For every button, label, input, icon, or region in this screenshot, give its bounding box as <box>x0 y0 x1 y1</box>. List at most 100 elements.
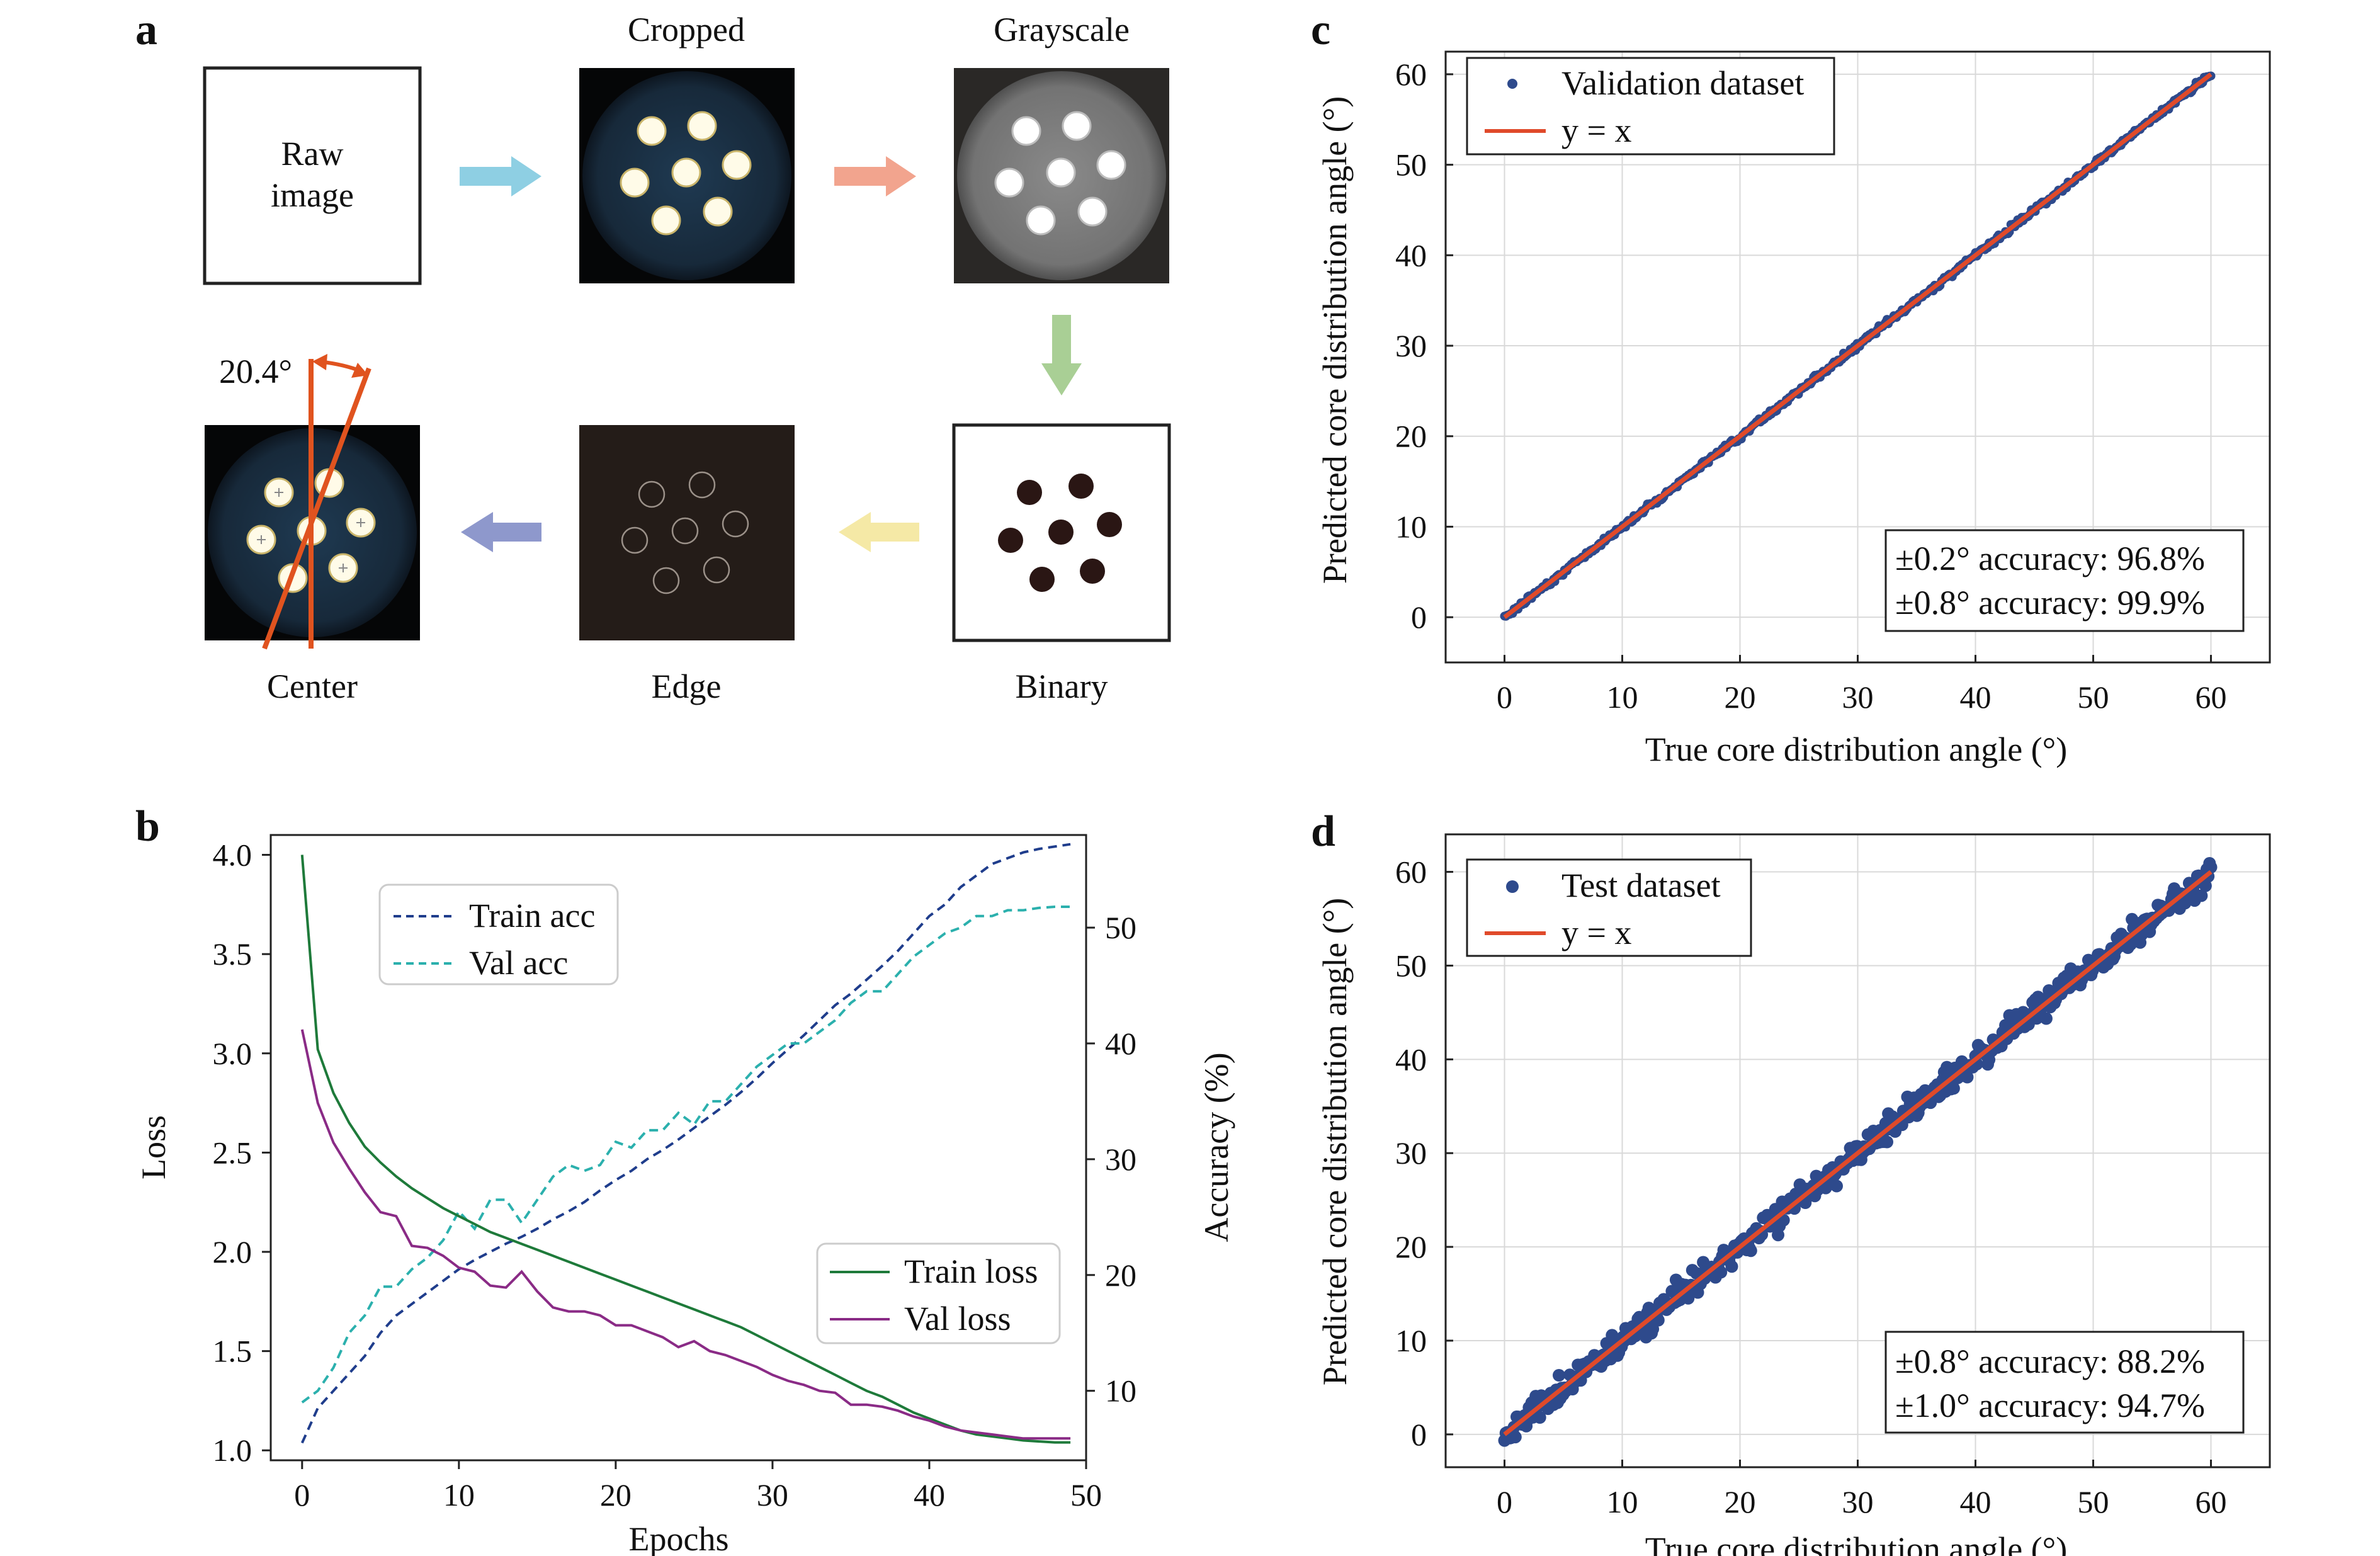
d-scatter-point <box>1830 1179 1843 1193</box>
b-right-tick-label: 40 <box>1105 1026 1136 1061</box>
b-x-tick-label: 50 <box>1070 1477 1102 1513</box>
b-x-axis-label: Epochs <box>629 1520 729 1556</box>
d-y-tick-label: 0 <box>1411 1417 1427 1452</box>
d-scatter-point <box>1725 1260 1738 1273</box>
c-x-tick-label: 0 <box>1497 679 1512 715</box>
b-left-axis-label: Loss <box>135 1115 173 1179</box>
d-scatter-point <box>1947 1082 1960 1095</box>
arrow-grayscale-to-binary <box>1041 315 1082 395</box>
arrow-cropped-to-grayscale <box>834 156 916 196</box>
d-accuracy-box: ±0.8° accuracy: 88.2% ±1.0° accuracy: 94… <box>1884 1331 2245 1434</box>
c-accuracy-box: ±0.2° accuracy: 96.8% ±0.8° accuracy: 99… <box>1884 529 2245 632</box>
legend-train-loss: Train loss <box>904 1252 1038 1290</box>
b-left-tick-label: 1.5 <box>213 1334 252 1369</box>
c-y-tick-label: 40 <box>1395 237 1427 273</box>
b-x-tick-label: 30 <box>757 1477 788 1513</box>
c-legend-swatch-validation <box>1507 79 1517 89</box>
d-accuracy-line1: ±0.8° accuracy: 88.2% <box>1895 1343 2205 1380</box>
series-val-loss <box>300 1029 1071 1440</box>
d-scatter-point <box>1881 1135 1893 1149</box>
b-x-tick-label: 10 <box>443 1477 475 1513</box>
c-y-tick-label: 60 <box>1395 57 1427 92</box>
legend-val-acc: Val acc <box>469 944 568 982</box>
c-legend-identity: y = x <box>1561 111 1631 149</box>
d-accuracy-line2: ±1.0° accuracy: 94.7% <box>1895 1387 2205 1424</box>
d-x-tick-label: 0 <box>1497 1484 1512 1519</box>
d-x-tick-label: 10 <box>1607 1484 1638 1519</box>
d-scatter-point <box>1553 1369 1565 1382</box>
legend-train-acc: Train acc <box>469 897 595 934</box>
c-legend: Validation dataset y = x <box>1466 57 1835 156</box>
b-left-tick-label: 1.0 <box>213 1433 252 1468</box>
plot-b-frame <box>269 834 1087 1462</box>
c-x-tick-label: 40 <box>1960 679 1992 715</box>
d-x-tick-label: 40 <box>1960 1484 1992 1519</box>
d-scatter-point <box>1533 1411 1546 1424</box>
d-x-tick-label: 30 <box>1842 1484 1874 1519</box>
arrow-binary-to-edge <box>839 512 919 552</box>
raw-image-label-line1: Raw <box>281 135 344 173</box>
d-x-axis-label: True core distribution angle (°) <box>1645 1530 2067 1556</box>
grayscale-image <box>954 68 1169 283</box>
panel-label-c: c <box>1311 6 1330 54</box>
b-right-tick-label: 50 <box>1105 910 1136 945</box>
angle-arrow <box>312 354 368 378</box>
d-legend-swatch-test <box>1506 880 1519 893</box>
d-scatter-point <box>2195 889 2208 902</box>
cropped-label: Cropped <box>628 11 745 48</box>
c-y-tick-label: 20 <box>1395 419 1427 454</box>
c-x-tick-label: 60 <box>2196 679 2227 715</box>
c-legend-validation: Validation dataset <box>1561 64 1804 102</box>
c-identity-line <box>1503 72 2213 619</box>
edge-image <box>579 425 795 640</box>
panel-b: b 1.0 1.5 2.0 2.5 3.0 3.5 4.0 10 20 30 40 50 0 10 20… <box>135 802 1235 1556</box>
b-right-tick-label: 10 <box>1105 1373 1136 1409</box>
b-x-tick-label: 0 <box>294 1477 310 1513</box>
d-scatter-point <box>2039 1012 2053 1025</box>
c-x-tick-label: 50 <box>2078 679 2109 715</box>
b-left-tick-label: 2.0 <box>213 1234 252 1269</box>
panel-label-d: d <box>1311 807 1335 856</box>
b-right-tick-label: 20 <box>1105 1258 1136 1293</box>
right-axis-ticks: 10 20 30 40 50 <box>1086 910 1136 1409</box>
panel-label-b: b <box>135 802 160 851</box>
d-y-tick-label: 30 <box>1395 1135 1427 1171</box>
d-x-tick-label: 60 <box>2196 1484 2227 1519</box>
series-val-acc <box>301 906 1071 1404</box>
series-train-loss <box>300 855 1071 1444</box>
c-accuracy-line2: ±0.8° accuracy: 99.9% <box>1895 584 2205 622</box>
panel-d: d 0 10 20 30 40 50 60 0 10 20 30 40 50 60 Test datase… <box>1311 807 2271 1556</box>
angle-label: 20.4° <box>219 353 292 390</box>
b-left-tick-label: 2.5 <box>213 1135 252 1170</box>
b-right-axis-label: Accuracy (%) <box>1198 1052 1235 1242</box>
core-orientation-line <box>262 367 371 650</box>
legend-accuracy: Train acc Val acc <box>378 883 619 985</box>
d-legend-test: Test dataset <box>1561 866 1721 904</box>
x-axis-ticks: 0 10 20 30 40 50 <box>294 1460 1102 1513</box>
d-scatter-point <box>1509 1431 1522 1444</box>
c-y-tick-label: 50 <box>1395 147 1427 183</box>
d-ticks: 0 10 20 30 40 50 60 0 10 20 30 40 50 60 <box>1395 855 2227 1519</box>
b-x-tick-label: 20 <box>600 1477 632 1513</box>
cropped-image <box>579 68 795 283</box>
panel-label-a: a <box>135 6 157 54</box>
b-left-tick-label: 4.0 <box>213 838 252 873</box>
plot-c-frame <box>1444 50 2271 664</box>
b-right-tick-label: 30 <box>1105 1142 1136 1177</box>
c-grid <box>1446 52 2270 662</box>
d-identity-line <box>1503 870 2213 1436</box>
plot-d-frame <box>1444 833 2271 1468</box>
c-x-tick-label: 20 <box>1725 679 1756 715</box>
d-y-tick-label: 50 <box>1395 948 1427 983</box>
left-axis-ticks: 1.0 1.5 2.0 2.5 3.0 3.5 4.0 <box>213 838 271 1468</box>
d-legend-identity: y = x <box>1561 914 1631 951</box>
c-x-tick-label: 30 <box>1842 679 1874 715</box>
center-label: Center <box>267 667 358 705</box>
binary-label: Binary <box>1016 667 1108 705</box>
binary-image <box>952 423 1171 642</box>
d-scatter-point <box>1714 1266 1728 1279</box>
edge-label: Edge <box>652 667 722 705</box>
d-legend: Test dataset y = x <box>1466 858 1752 957</box>
b-x-tick-label: 40 <box>914 1477 945 1513</box>
